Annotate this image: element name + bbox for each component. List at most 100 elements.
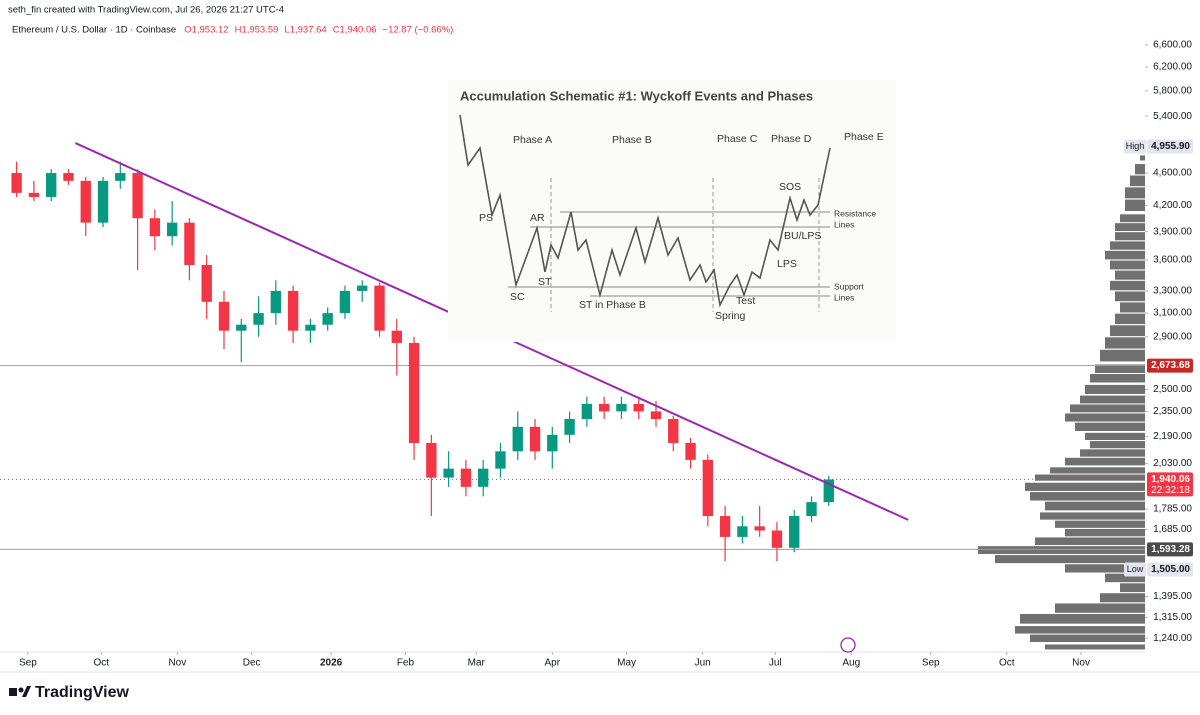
price-badge-tag-label: Low — [1127, 564, 1144, 574]
candle-body — [305, 324, 316, 331]
price-badge-label: 1,593.28 — [1151, 544, 1190, 555]
volume-profile-bar — [1015, 626, 1145, 634]
ohlc-value: C1,940.06 — [333, 25, 377, 36]
candle-body — [685, 442, 696, 460]
candle-body — [478, 468, 489, 487]
price-badge — [1147, 472, 1193, 497]
ohlc-value: O1,953.12 — [184, 25, 228, 36]
volume-profile-bar — [1035, 537, 1145, 546]
candle-body — [166, 222, 178, 237]
volume-profile-bar — [1120, 583, 1145, 593]
volume-profile-bar — [1090, 374, 1145, 383]
x-tick-label: Sep — [922, 658, 940, 669]
volume-profile-bar — [1070, 404, 1145, 413]
volume-profile-bar — [1030, 492, 1145, 501]
schematic-background — [448, 80, 896, 342]
volume-profile-bar — [1080, 395, 1145, 404]
x-tick-label: Jun — [695, 658, 711, 669]
candle-body — [132, 173, 143, 219]
candle-body — [115, 173, 126, 181]
schematic-price-path — [459, 114, 831, 308]
y-tick-label: 2,190.00 — [1153, 431, 1192, 442]
symbol: Ethereum / U.S. Dollar · 1D · Coinbase — [12, 25, 176, 36]
event-label: ST in Phase B — [579, 299, 646, 311]
resistance-label: Resistance — [834, 208, 876, 218]
countdown-label: 22:32:18 — [1151, 485, 1190, 496]
y-tick-label: 4,200.00 — [1153, 200, 1192, 211]
volume-profile-bar — [1085, 384, 1145, 394]
volume-profile-bar — [1085, 432, 1145, 441]
price-badge-label: 2,673.68 — [1151, 360, 1190, 371]
volume-profile-bar — [1115, 291, 1145, 302]
volume-profile-bar — [1065, 457, 1145, 466]
y-tick-label: 1,240.00 — [1153, 633, 1192, 644]
y-tick-label: 1,395.00 — [1153, 591, 1192, 602]
volume-profile-bar — [1035, 474, 1145, 481]
price-badge-label: 4,955.90 — [1151, 141, 1190, 152]
candle-body — [97, 180, 109, 223]
candle-body — [495, 451, 506, 469]
x-tick-label: Feb — [397, 658, 415, 669]
candle-body — [322, 313, 333, 325]
support-label: Support — [834, 281, 864, 291]
volume-profile-bar — [1130, 175, 1145, 187]
y-tick-label: 2,030.00 — [1153, 458, 1192, 469]
volume-profile-bar — [1125, 187, 1145, 199]
volume-profile-bar — [1115, 232, 1145, 241]
event-label: Test — [736, 295, 755, 307]
candle-body — [512, 426, 523, 452]
volume-profile-bar — [1105, 573, 1145, 583]
volume-profile-bar — [1100, 349, 1145, 362]
event-label: AR — [530, 212, 545, 224]
candle-body — [236, 324, 247, 331]
volume-profile-bar — [1100, 593, 1145, 603]
volume-profile-bar — [995, 555, 1145, 564]
ohlc-value: H1,953.59 — [235, 25, 279, 36]
volume-profile-bar — [1120, 214, 1145, 223]
volume-profile-bar — [978, 546, 1145, 554]
candle-body — [616, 403, 627, 412]
volume-profile-bar — [1110, 325, 1145, 337]
wyckoff-schematic: Accumulation Schematic #1: Wyckoff Event… — [448, 80, 896, 342]
y-tick-label: 2,500.00 — [1153, 384, 1192, 395]
candle-body — [823, 479, 834, 503]
ohlc-value: −12.87 (−0.66%) — [383, 25, 454, 36]
candle-body — [789, 516, 800, 548]
candle-body — [719, 516, 731, 537]
x-tick-label: Mar — [468, 658, 486, 669]
volume-profile-bar — [1115, 313, 1145, 325]
attribution: seth_fin created with TradingView.com, J… — [8, 5, 284, 16]
candle-body — [270, 290, 282, 314]
event-icon[interactable] — [840, 637, 856, 653]
y-tick-label: 3,600.00 — [1153, 255, 1192, 266]
phase-label: Phase E — [844, 131, 884, 143]
candle-body — [63, 173, 74, 181]
candle-body — [11, 173, 22, 193]
schematic-levels — [508, 211, 830, 297]
event-label: PS — [479, 212, 493, 224]
candle-body — [391, 330, 402, 343]
price-badge — [1147, 358, 1193, 373]
candle-body — [184, 222, 195, 265]
x-tick-label: Apr — [545, 658, 561, 669]
y-tick-label: 2,350.00 — [1153, 406, 1192, 417]
volume-profile-bar — [1045, 501, 1145, 511]
y-tick-label: 3,100.00 — [1153, 308, 1192, 319]
y-tick-label: 4,600.00 — [1153, 168, 1192, 179]
volume-profile-bar — [1120, 302, 1145, 313]
candle-body — [408, 342, 420, 443]
candle-body — [650, 411, 662, 420]
logo-mark — [18, 687, 24, 693]
x-tick-label: Oct — [999, 658, 1015, 669]
price-badge — [1147, 562, 1193, 577]
candle-body — [581, 403, 593, 420]
phase-label: Phase C — [717, 133, 758, 145]
x-tick-label: Sep — [19, 658, 37, 669]
y-tick-label: 6,200.00 — [1153, 62, 1192, 73]
candle-body — [287, 290, 299, 331]
logo-mark — [22, 686, 31, 697]
candle-body — [564, 419, 575, 435]
volume-profile-bar — [1115, 270, 1145, 280]
support-label: Lines — [834, 292, 854, 302]
y-tick-label: 1,315.00 — [1153, 612, 1192, 623]
